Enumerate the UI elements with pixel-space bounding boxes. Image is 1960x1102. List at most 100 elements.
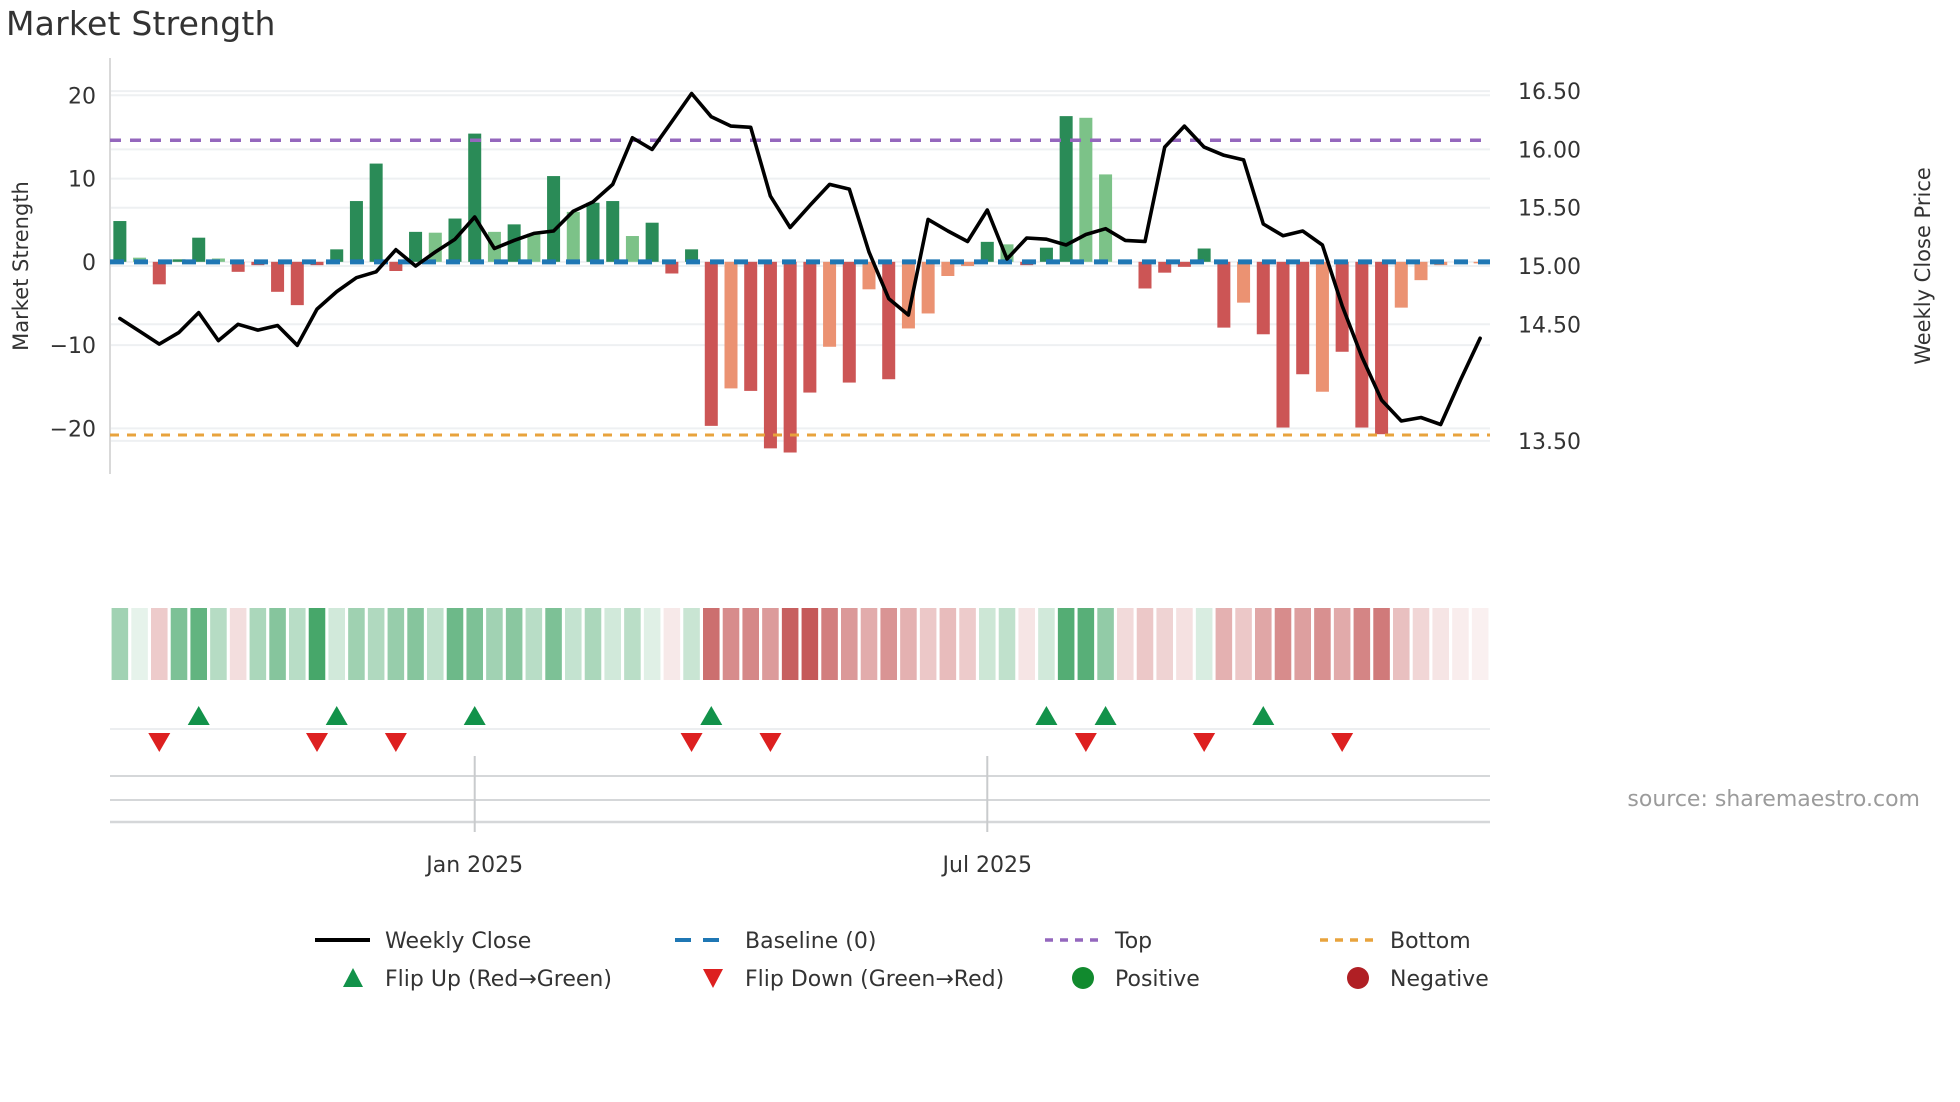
- heatmap-cell[interactable]: [505, 608, 523, 680]
- heatmap-cell[interactable]: [289, 608, 306, 680]
- strength-bar[interactable]: [685, 249, 699, 262]
- heatmap-cell[interactable]: [1373, 608, 1390, 680]
- heatmap-cell[interactable]: [1156, 608, 1173, 680]
- heatmap-cell[interactable]: [170, 608, 188, 680]
- legend-item[interactable]: Flip Up (Red→Green): [343, 967, 612, 992]
- strength-bar[interactable]: [330, 249, 344, 262]
- strength-bar[interactable]: [1217, 261, 1231, 328]
- heatmap-cell[interactable]: [367, 608, 385, 680]
- heatmap-cell[interactable]: [1117, 608, 1134, 680]
- heatmap-cell[interactable]: [860, 608, 878, 680]
- strength-bar[interactable]: [1256, 261, 1270, 335]
- heatmap-cell[interactable]: [466, 608, 483, 680]
- strength-bar[interactable]: [310, 261, 324, 266]
- strength-bar[interactable]: [1276, 261, 1290, 428]
- strength-bar[interactable]: [192, 237, 206, 262]
- strength-bar[interactable]: [468, 133, 482, 262]
- heatmap-cell[interactable]: [1294, 608, 1311, 680]
- flip-up-marker[interactable]: [187, 706, 210, 725]
- strength-bar[interactable]: [1039, 247, 1053, 262]
- heatmap-cell[interactable]: [1274, 608, 1292, 680]
- strength-bar[interactable]: [1355, 261, 1369, 428]
- heatmap-cell[interactable]: [624, 608, 641, 680]
- heatmap-cell[interactable]: [742, 608, 759, 680]
- strength-bar[interactable]: [527, 233, 541, 262]
- heatmap-cell[interactable]: [1215, 608, 1233, 680]
- heatmap-cell[interactable]: [604, 608, 621, 680]
- heatmap-cell[interactable]: [1018, 608, 1035, 680]
- heatmap-cell[interactable]: [1097, 608, 1114, 680]
- heatmap-cell[interactable]: [210, 608, 227, 680]
- strength-bar[interactable]: [113, 221, 127, 262]
- heatmap-cell[interactable]: [1471, 608, 1489, 680]
- heatmap-cell[interactable]: [1393, 608, 1410, 680]
- strength-bar[interactable]: [152, 261, 166, 285]
- strength-bar[interactable]: [566, 211, 580, 262]
- heatmap-cell[interactable]: [939, 608, 957, 680]
- heatmap-cell[interactable]: [1314, 608, 1331, 680]
- heatmap-cell[interactable]: [1353, 608, 1371, 680]
- heatmap-cell[interactable]: [387, 608, 405, 680]
- strength-bar[interactable]: [1315, 261, 1329, 392]
- heatmap-cell[interactable]: [1136, 608, 1154, 680]
- heatmap-cell[interactable]: [703, 608, 720, 680]
- heatmap-cell[interactable]: [821, 608, 838, 680]
- heatmap-cell[interactable]: [979, 608, 996, 680]
- strength-bar[interactable]: [882, 261, 896, 380]
- strength-bar[interactable]: [744, 261, 758, 391]
- heatmap-cell[interactable]: [584, 608, 602, 680]
- heatmap-cell[interactable]: [663, 608, 681, 680]
- flip-up-marker[interactable]: [1094, 706, 1117, 725]
- flip-down-marker[interactable]: [680, 733, 703, 752]
- heatmap-cell[interactable]: [643, 608, 661, 680]
- strength-bar[interactable]: [507, 224, 521, 262]
- heatmap-cell[interactable]: [348, 608, 365, 680]
- heatmap-cell[interactable]: [880, 608, 897, 680]
- legend-item[interactable]: Positive: [1072, 967, 1200, 992]
- heatmap-cell[interactable]: [1412, 608, 1430, 680]
- flip-down-marker[interactable]: [759, 733, 782, 752]
- strength-bar[interactable]: [231, 261, 245, 272]
- flip-up-marker[interactable]: [700, 706, 723, 725]
- strength-bar[interactable]: [1158, 261, 1172, 273]
- flip-down-marker[interactable]: [148, 733, 171, 752]
- strength-bar[interactable]: [1197, 248, 1211, 262]
- strength-bar[interactable]: [1296, 261, 1310, 375]
- heatmap-cell[interactable]: [525, 608, 543, 680]
- heatmap-cell[interactable]: [308, 608, 326, 680]
- strength-bar[interactable]: [1237, 261, 1251, 303]
- strength-bar[interactable]: [842, 261, 856, 383]
- heatmap-cell[interactable]: [328, 608, 345, 680]
- heatmap-cell[interactable]: [229, 608, 247, 680]
- strength-bar[interactable]: [665, 261, 679, 274]
- strength-bar[interactable]: [862, 261, 876, 290]
- strength-bar[interactable]: [980, 241, 994, 262]
- strength-bar[interactable]: [1177, 261, 1191, 267]
- heatmap-cell[interactable]: [486, 608, 503, 680]
- heatmap-cell[interactable]: [249, 608, 267, 680]
- heatmap-cell[interactable]: [900, 608, 917, 680]
- heatmap-cell[interactable]: [1235, 608, 1252, 680]
- heatmap-cell[interactable]: [683, 608, 700, 680]
- strength-bar[interactable]: [172, 259, 186, 262]
- legend-item[interactable]: Bottom: [1320, 929, 1471, 954]
- strength-bar[interactable]: [547, 176, 561, 262]
- strength-bar[interactable]: [586, 202, 600, 262]
- heatmap-cell[interactable]: [1195, 608, 1213, 680]
- flip-down-marker[interactable]: [1074, 733, 1097, 752]
- strength-bar[interactable]: [704, 261, 718, 426]
- heatmap-cell[interactable]: [781, 608, 799, 680]
- strength-bar[interactable]: [389, 261, 403, 271]
- strength-bar[interactable]: [1375, 261, 1389, 435]
- strength-bar[interactable]: [645, 222, 659, 262]
- strength-bar[interactable]: [1079, 117, 1093, 262]
- strength-bar[interactable]: [369, 163, 383, 262]
- heatmap-cell[interactable]: [722, 608, 740, 680]
- flip-up-marker[interactable]: [1252, 706, 1275, 725]
- heatmap-cell[interactable]: [959, 608, 976, 680]
- heatmap-cell[interactable]: [427, 608, 444, 680]
- strength-bar[interactable]: [409, 231, 423, 262]
- heatmap-cell[interactable]: [1038, 608, 1055, 680]
- heatmap-cell[interactable]: [1333, 608, 1351, 680]
- strength-bar[interactable]: [1414, 261, 1428, 281]
